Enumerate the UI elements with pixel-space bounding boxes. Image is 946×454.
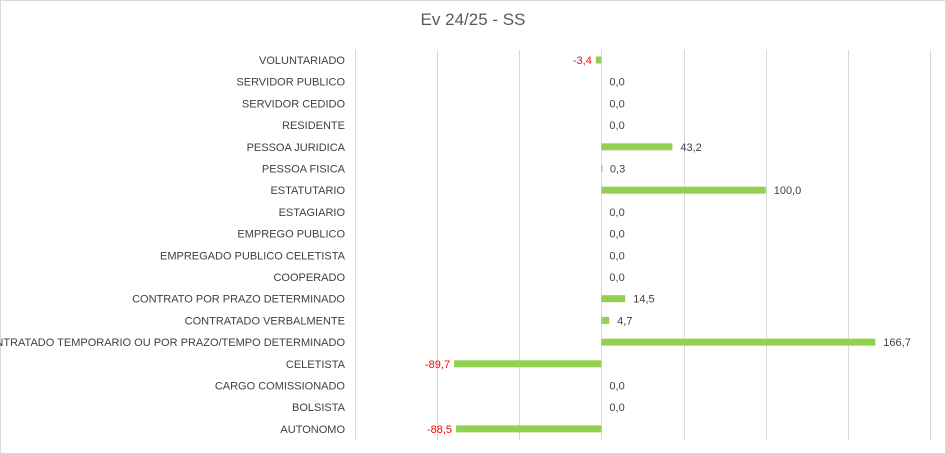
category-label: EMPREGO PUBLICO: [237, 229, 345, 241]
value-label: 0,3: [610, 164, 625, 176]
value-label: -89,7: [425, 359, 450, 371]
category-label: ESTAGIARIO: [279, 207, 346, 219]
value-label: 0,0: [609, 250, 624, 262]
category-label: PESSOA JURIDICA: [247, 142, 346, 154]
bar: [601, 316, 610, 324]
value-label: 166,7: [883, 337, 911, 349]
category-labels: VOLUNTARIADO SERVIDOR PUBLICO SERVIDOR CED…: [0, 55, 346, 436]
value-labels: -3,4 0,0 0,0 0,0 43,2 0,3 100,0 0,0 0,0 0,0 0,0 14,…: [425, 55, 911, 436]
category-label: CONTRATADO VERBALMENTE: [185, 315, 345, 327]
bar: [454, 360, 602, 368]
bar: [601, 143, 673, 151]
category-label: SERVIDOR PUBLICO: [236, 77, 345, 89]
value-label: 0,0: [609, 229, 624, 241]
value-label: 0,0: [609, 402, 624, 414]
category-label: CONTRATO POR PRAZO DETERMINADO: [132, 294, 345, 306]
category-label: BOLSISTA: [292, 402, 346, 414]
category-label: RESIDENTE: [282, 120, 345, 132]
bar: [595, 56, 602, 64]
category-label: ESTATUTARIO: [270, 185, 345, 197]
category-label: CARGO COMISSIONADO: [215, 381, 346, 393]
value-label: 0,0: [609, 77, 624, 89]
category-label: CELETISTA: [286, 359, 346, 371]
value-label: 0,0: [609, 120, 624, 132]
category-label: EMPREGADO PUBLICO CELETISTA: [160, 250, 346, 262]
category-label: CONTRATADO TEMPORARIO OU POR PRAZO/TEMPO…: [0, 337, 345, 349]
value-label: 4,7: [617, 315, 632, 327]
chart-title: Ev 24/25 - SS: [420, 10, 526, 29]
value-label: 43,2: [680, 142, 701, 154]
bar: [601, 165, 603, 172]
value-label: 0,0: [609, 207, 624, 219]
bars: [454, 56, 876, 433]
category-label: VOLUNTARIADO: [259, 55, 345, 67]
value-label: 0,0: [609, 98, 624, 110]
value-label: 100,0: [774, 185, 802, 197]
bar: [601, 338, 876, 346]
value-label: -88,5: [427, 424, 452, 436]
category-label: SERVIDOR CEDIDO: [242, 98, 346, 110]
value-label: 0,0: [609, 381, 624, 393]
value-label: 0,0: [609, 272, 624, 284]
category-label: COOPERADO: [273, 272, 345, 284]
value-label: 14,5: [633, 294, 654, 306]
bar: [601, 295, 626, 303]
gridlines: [355, 50, 931, 440]
value-label: -3,4: [573, 55, 592, 67]
category-label: PESSOA FISICA: [262, 164, 346, 176]
category-label: AUTONOMO: [280, 424, 345, 436]
bar: [456, 425, 602, 433]
bar: [601, 186, 766, 194]
